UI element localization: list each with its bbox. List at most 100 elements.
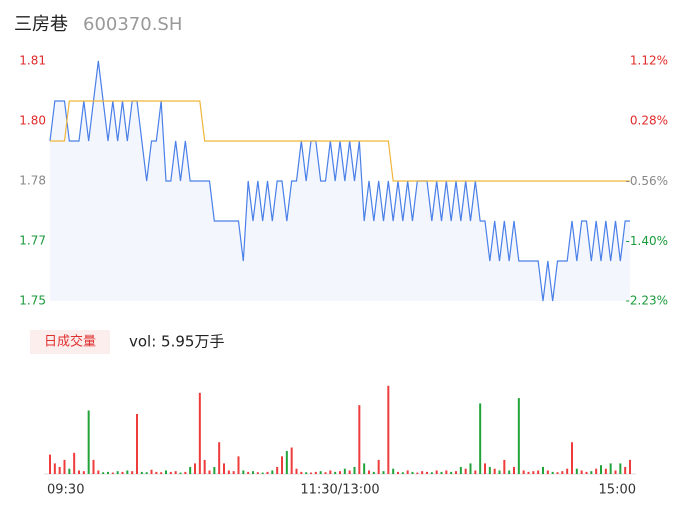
y2-tick-label: 1.12%	[630, 54, 668, 68]
volume-bar	[377, 459, 380, 474]
volume-bar	[334, 471, 337, 474]
volume-bar	[227, 470, 230, 474]
y2-tick-label: -2.23%	[626, 294, 668, 308]
volume-bar	[614, 470, 617, 474]
volume-bar	[513, 466, 515, 474]
volume-bar	[63, 459, 66, 474]
volume-bar	[218, 442, 221, 474]
volume-bar	[484, 463, 486, 474]
volume-bar	[488, 466, 491, 474]
volume-bar	[532, 471, 535, 474]
volume-bar	[590, 471, 593, 474]
stock-code: 600370.SH	[83, 14, 182, 35]
volume-bar	[604, 468, 607, 474]
volume-bar	[198, 392, 201, 474]
volume-bar	[49, 454, 51, 474]
volume-bar	[455, 471, 457, 474]
volume-bar	[527, 471, 530, 474]
volume-bar	[546, 470, 549, 474]
volume-bar	[382, 471, 385, 474]
volume-bar	[68, 468, 71, 474]
stock-name: 三房巷	[14, 14, 68, 35]
volume-bar	[111, 472, 114, 474]
volume-bar	[469, 463, 472, 474]
volume-bar	[155, 471, 158, 474]
volume-bar	[479, 403, 482, 474]
volume-bar	[290, 447, 293, 474]
volume-bar	[150, 469, 153, 474]
volume-bar	[300, 471, 303, 474]
volume-bar	[160, 472, 163, 474]
volume-bar	[319, 471, 322, 474]
volume-bar	[580, 470, 583, 474]
volume-bar	[276, 466, 279, 474]
volume-bar	[107, 471, 109, 474]
volume-bar	[358, 405, 361, 474]
volume-bar	[537, 470, 540, 474]
x-tick-label: 11:30/13:00	[300, 483, 379, 498]
volume-bar	[247, 471, 250, 474]
y2-tick-label: 0.28%	[630, 114, 668, 128]
volume-bar	[624, 466, 627, 474]
volume-bar	[498, 470, 501, 474]
volume-bar	[169, 471, 172, 474]
volume-bar	[121, 471, 124, 474]
volume-bar	[571, 442, 573, 474]
volume-bar	[92, 459, 95, 474]
y-tick-label: 1.77	[19, 234, 46, 248]
volume-bar	[256, 472, 259, 474]
volume-bar	[609, 463, 612, 474]
y-tick-label: 1.75	[19, 294, 46, 308]
volume-bar	[252, 471, 254, 474]
average-line	[50, 100, 630, 182]
volume-bar	[305, 472, 308, 474]
volume-bar	[517, 398, 520, 474]
y-tick-label: 1.80	[19, 114, 46, 128]
volume-bar	[556, 472, 559, 474]
volume-bar	[194, 463, 196, 474]
volume-bar	[619, 463, 622, 474]
volume-bar	[295, 468, 298, 474]
volume-bar	[392, 468, 395, 474]
volume-bar	[416, 472, 419, 474]
y2-tick-label: -1.40%	[626, 234, 668, 248]
volume-bar	[551, 471, 554, 474]
x-tick-label: 15:00	[599, 483, 636, 498]
volume-bar	[411, 471, 414, 474]
volume-bar	[406, 470, 409, 474]
volume-bar	[421, 471, 424, 474]
volume-bar	[97, 470, 100, 474]
volume-bar	[131, 471, 134, 474]
volume-bar	[223, 463, 225, 474]
volume-bar	[102, 472, 105, 474]
volume-bar	[261, 472, 264, 474]
volume-bar	[136, 414, 138, 474]
volume-bar	[450, 471, 453, 474]
x-tick-label: 09:30	[47, 483, 84, 498]
volume-bar	[397, 471, 399, 474]
volume-bar	[435, 470, 438, 474]
volume-bar	[368, 470, 370, 474]
volume-bar	[310, 472, 312, 474]
volume-bar	[440, 471, 443, 474]
volume-bar	[445, 470, 448, 474]
volume-bar	[493, 468, 496, 474]
volume-bar	[542, 466, 544, 474]
volume-bar	[426, 471, 428, 474]
volume-bar	[474, 470, 477, 474]
volume-bar	[242, 470, 245, 474]
volume-bar	[213, 466, 216, 474]
volume-bar	[189, 466, 192, 474]
volume-bar	[430, 472, 433, 474]
volume-bar	[203, 459, 206, 474]
volume-bar	[348, 470, 351, 474]
volume-bar	[324, 472, 327, 474]
volume-bar	[266, 471, 269, 474]
volume-bar	[353, 466, 356, 474]
volume-bar	[314, 471, 317, 474]
volume-title: 日成交量	[44, 334, 96, 350]
volume-badge	[30, 330, 110, 354]
volume-bar	[174, 471, 177, 474]
volume-bar	[285, 451, 288, 474]
